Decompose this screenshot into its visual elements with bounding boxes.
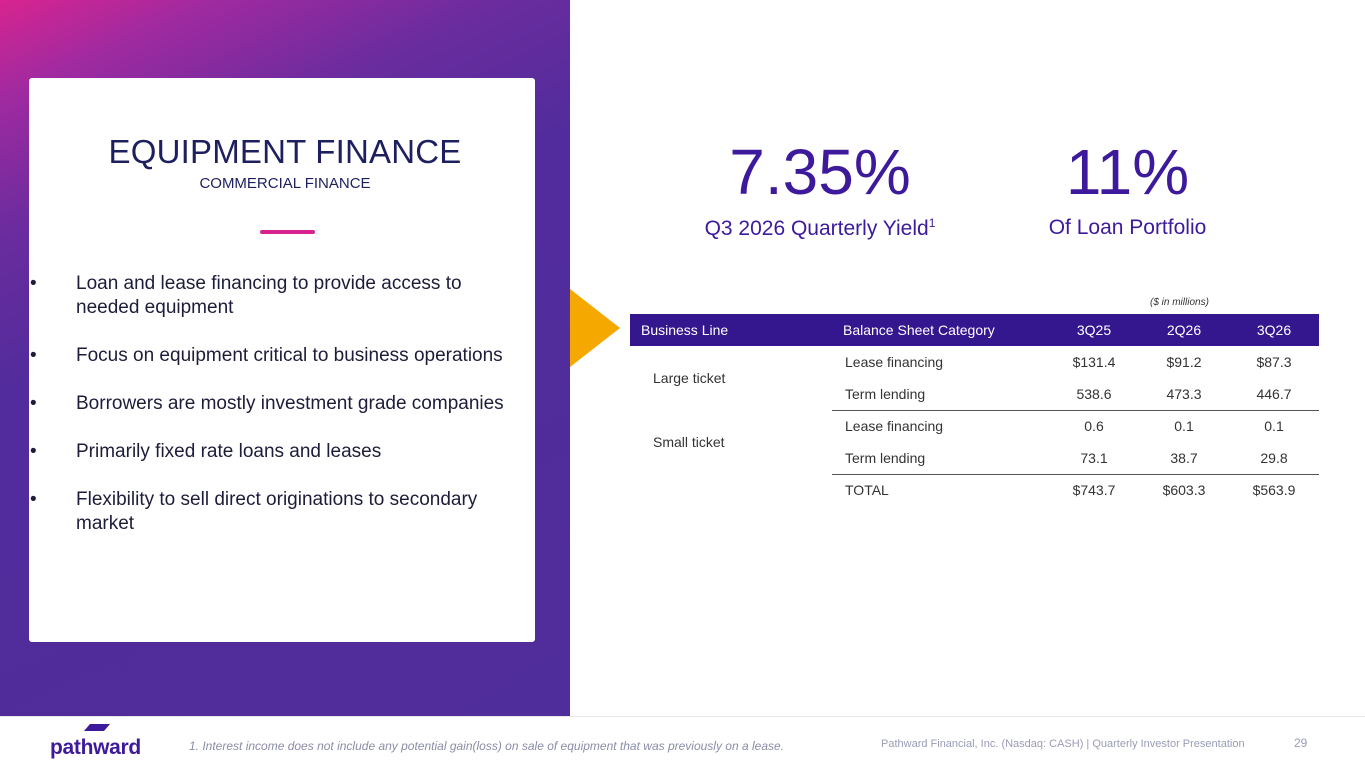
bullet-icon: • [30, 393, 37, 414]
value-cell: 446.7 [1229, 378, 1319, 411]
bullet-text: Borrowers are mostly investment grade co… [76, 393, 504, 414]
column-header: 3Q26 [1229, 314, 1319, 346]
value-cell: 0.1 [1264, 418, 1284, 435]
value-cell: 0.6 [1084, 418, 1104, 435]
total-row: TOTAL $743.7 $603.3 $563.9 [630, 474, 1319, 506]
table-row: Term lending 538.6 473.3 446.7 [630, 378, 1319, 411]
bullet-item: • Borrowers are mostly investment grade c… [30, 392, 520, 416]
value-cell: $131.4 [1072, 354, 1116, 370]
bullet-item: • Primarily fixed rate loans and leases [30, 440, 520, 464]
footer-credit: Pathward Financial, Inc. (Nasdaq: CASH) … [881, 738, 1245, 750]
value-cell: 38.7 [1139, 442, 1229, 475]
category-cell: Term lending [832, 442, 1049, 475]
bullet-icon: • [30, 441, 37, 462]
bullet-item: • Focus on equipment critical to business… [30, 344, 520, 368]
value-cell: $91.2 [1166, 354, 1202, 370]
bullet-text: Primarily fixed rate loans and leases [76, 441, 382, 462]
card-title: EQUIPMENT FINANCE [108, 133, 462, 170]
empty-cell [630, 474, 832, 506]
equipment-finance-card [29, 78, 535, 642]
bullet-icon: • [30, 489, 37, 510]
value-cell: $87.3 [1256, 354, 1292, 370]
total-value: $603.3 [1162, 482, 1206, 499]
column-header: 2Q26 [1139, 314, 1229, 346]
loan-portfolio-stat: 11% Of Loan Portfolio [1015, 140, 1240, 240]
stat-label: Q3 2026 Quarterly Yield1 [680, 216, 960, 241]
bullet-icon: • [30, 345, 37, 366]
total-value: $743.7 [1072, 482, 1116, 499]
table-row: Small ticket Lease financing 0.6 0.1 0.1 [630, 410, 1319, 450]
footnote-ref: 1 [928, 216, 936, 230]
bullet-item: • Loan and lease financing to provide acc… [30, 272, 520, 320]
bullet-text: Focus on equipment critical to business … [76, 345, 503, 366]
quarterly-yield-stat: 7.35% Q3 2026 Quarterly Yield1 [680, 140, 960, 241]
category-cell: Term lending [832, 378, 1049, 411]
category-cell: Lease financing [845, 354, 944, 370]
stat-value: 7.35% [729, 136, 911, 208]
table-row: Large ticket Lease financing $131.4 $91.… [630, 346, 1319, 386]
arrow-pointer-icon [570, 289, 620, 367]
logo-arrow-icon [84, 724, 110, 731]
business-line-cell: Large ticket [653, 370, 726, 386]
table-header-row: Business Line Balance Sheet Category 3Q2… [630, 314, 1319, 346]
stat-label: Of Loan Portfolio [1048, 216, 1207, 239]
total-value: $563.9 [1252, 482, 1296, 499]
card-subtitle: COMMERCIAL FINANCE [199, 175, 371, 192]
bullet-item: • Flexibility to sell direct originations… [30, 488, 520, 536]
value-cell: 73.1 [1049, 442, 1139, 475]
value-cell: 29.8 [1229, 442, 1319, 475]
units-note: ($ in millions) [1150, 297, 1209, 308]
stat-label-text: Q3 2026 Quarterly Yield [704, 217, 929, 240]
business-line-cell: Small ticket [653, 434, 725, 450]
value-cell: 538.6 [1049, 378, 1139, 411]
value-cell: 0.1 [1174, 418, 1194, 435]
logo-text: pathward [50, 736, 141, 759]
bullet-icon: • [30, 273, 37, 294]
stat-value: 11% [1065, 136, 1190, 208]
footer-divider [0, 716, 1365, 717]
feature-bullet-list: • Loan and lease financing to provide acc… [30, 272, 520, 560]
bullet-text: Loan and lease financing to provide acce… [76, 273, 462, 318]
column-header: Business Line [630, 314, 832, 346]
pathward-logo: pathward [50, 722, 160, 762]
column-header: Balance Sheet Category [832, 314, 1049, 346]
accent-divider [260, 230, 315, 234]
footnote: 1. Interest income does not include any … [189, 739, 785, 753]
table-row: Term lending 73.1 38.7 29.8 [630, 442, 1319, 475]
value-cell: 473.3 [1139, 378, 1229, 411]
bullet-text: Flexibility to sell direct originations … [76, 489, 478, 534]
balance-sheet-table: Business Line Balance Sheet Category 3Q2… [630, 314, 1319, 506]
total-label: TOTAL [845, 482, 889, 499]
page-number: 29 [1294, 736, 1308, 750]
column-header: 3Q25 [1049, 314, 1139, 346]
category-cell: Lease financing [845, 418, 944, 435]
